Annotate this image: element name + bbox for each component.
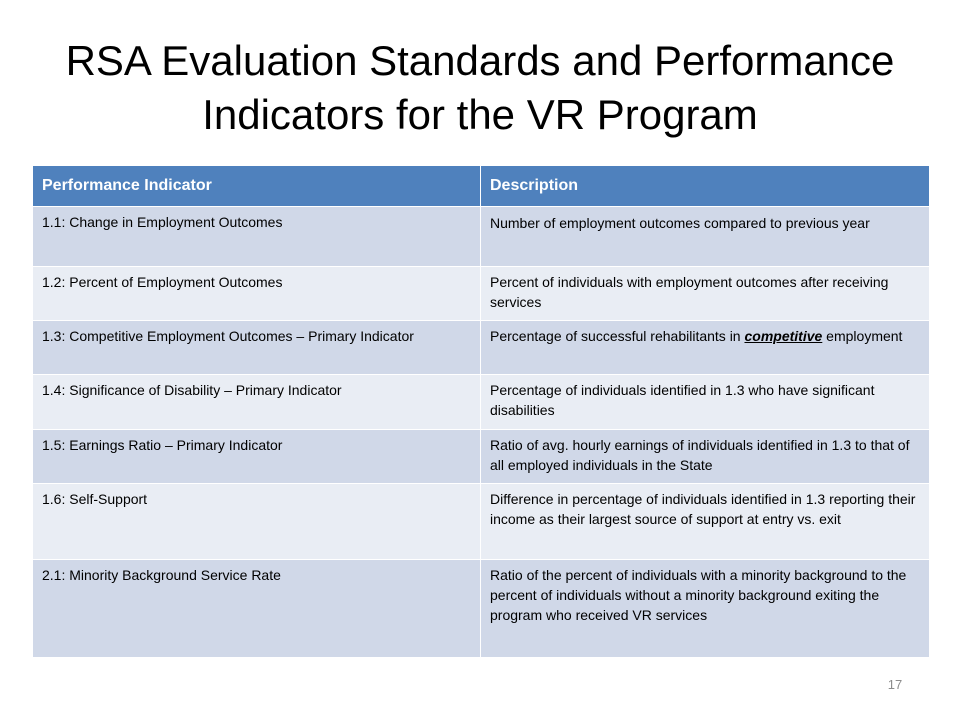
description-cell: Percentage of successful rehabilitants i… xyxy=(480,320,930,375)
description-cell: Ratio of avg. hourly earnings of individ… xyxy=(480,429,930,484)
slide-title-line-1: RSA Evaluation Standards and Performance xyxy=(65,37,895,84)
description-cell: Ratio of the percent of individuals with… xyxy=(480,559,930,658)
table-row: 1.5: Earnings Ratio – Primary Indicator … xyxy=(32,429,930,484)
description-cell: Difference in percentage of individuals … xyxy=(480,483,930,560)
performance-indicators-table-container: Performance Indicator Description 1.1: C… xyxy=(32,165,930,658)
description-text-post: employment xyxy=(822,328,903,344)
indicator-cell: 1.6: Self-Support xyxy=(32,483,481,560)
indicator-cell: 1.2: Percent of Employment Outcomes xyxy=(32,266,481,321)
indicator-cell: 1.4: Significance of Disability – Primar… xyxy=(32,374,481,430)
indicator-cell: 1.5: Earnings Ratio – Primary Indicator xyxy=(32,429,481,484)
indicator-cell: 1.1: Change in Employment Outcomes xyxy=(32,206,481,267)
page-number: 17 xyxy=(887,677,903,692)
table-row: 1.2: Percent of Employment Outcomes Perc… xyxy=(32,266,930,321)
description-text-pre: Percentage of successful rehabilitants i… xyxy=(490,328,745,344)
indicator-cell: 1.3: Competitive Employment Outcomes – P… xyxy=(32,320,481,375)
description-emphasis-competitive: competitive xyxy=(744,328,823,344)
table-row: 1.1: Change in Employment Outcomes Numbe… xyxy=(32,206,930,267)
column-header-description: Description xyxy=(480,165,930,207)
table-row: 1.4: Significance of Disability – Primar… xyxy=(32,374,930,430)
table-row: 1.3: Competitive Employment Outcomes – P… xyxy=(32,320,930,375)
slide-title-line-2: Indicators for the VR Program xyxy=(202,91,758,138)
indicator-cell: 2.1: Minority Background Service Rate xyxy=(32,559,481,658)
table-header-row: Performance Indicator Description xyxy=(32,165,930,207)
description-cell: Percentage of individuals identified in … xyxy=(480,374,930,430)
description-cell: Percent of individuals with employment o… xyxy=(480,266,930,321)
table-row: 1.6: Self-Support Difference in percenta… xyxy=(32,483,930,560)
performance-indicators-table: Performance Indicator Description 1.1: C… xyxy=(32,165,930,658)
table-row: 2.1: Minority Background Service Rate Ra… xyxy=(32,559,930,658)
description-cell: Number of employment outcomes compared t… xyxy=(480,206,930,267)
slide-title: RSA Evaluation Standards and Performance… xyxy=(0,34,960,142)
column-header-indicator: Performance Indicator xyxy=(32,165,481,207)
